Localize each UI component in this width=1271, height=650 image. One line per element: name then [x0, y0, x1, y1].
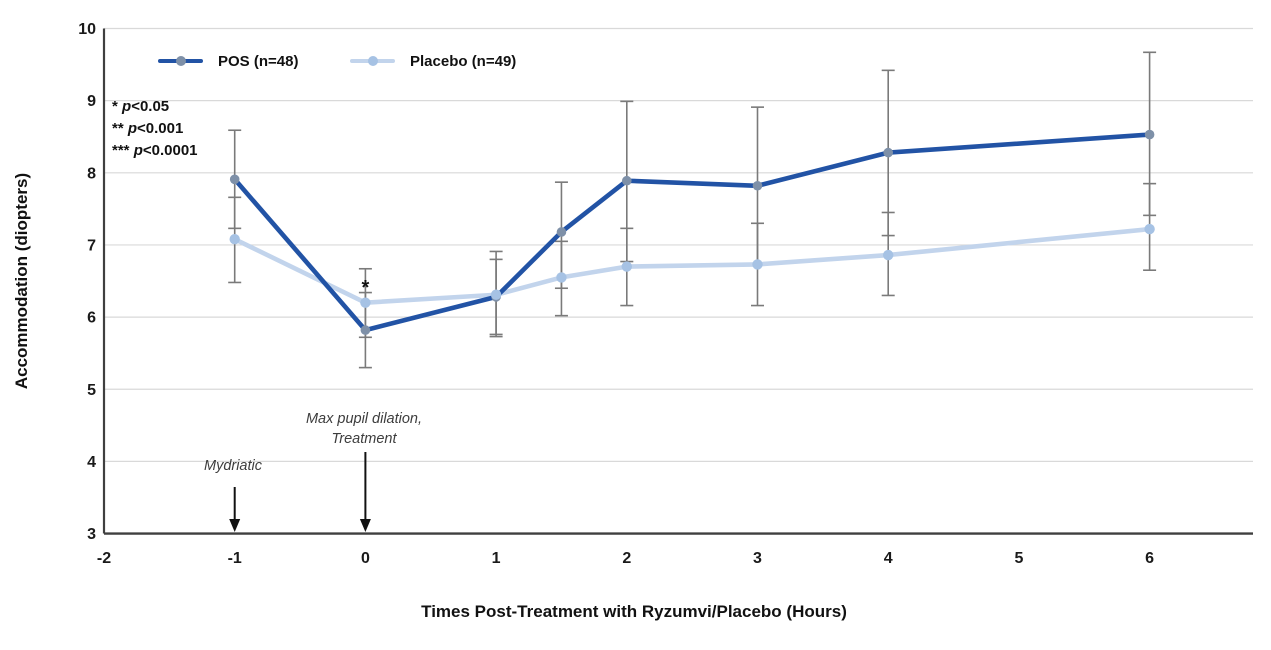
pos-data-point — [883, 147, 893, 158]
x-tick-label: 3 — [753, 550, 762, 567]
x-tick-label: -2 — [97, 550, 111, 567]
x-tick-label: -1 — [228, 550, 242, 567]
placebo-marker-sample — [367, 56, 378, 66]
y-tick-label: 8 — [87, 165, 96, 182]
treatment-label: Max pupil dilation, Treatment — [306, 409, 422, 449]
x-tick-label: 1 — [492, 550, 501, 567]
placebo-data-point — [883, 249, 894, 261]
x-axis-title: Times Post-Treatment with Ryzumvi/Placeb… — [421, 602, 847, 621]
pos-data-point — [622, 175, 632, 186]
placebo-data-point — [490, 289, 502, 300]
annotation-arrows — [229, 452, 371, 532]
placebo-data-point — [752, 259, 763, 270]
pos-data-point — [229, 174, 240, 185]
x-tick-label: 0 — [361, 550, 370, 567]
placebo-legend-label: Placebo (n=49) — [410, 52, 517, 70]
pos-legend-swatch — [158, 55, 203, 67]
pos-data-point — [360, 325, 371, 335]
placebo-legend-swatch — [350, 55, 395, 67]
significance-asterisk: * — [362, 277, 370, 299]
legend-item-placebo: Placebo (n=49) — [350, 52, 516, 70]
x-tick-label: 5 — [1014, 550, 1023, 567]
placebo-data-point — [621, 261, 632, 272]
placebo-data-point — [229, 233, 240, 245]
pos-marker-sample — [175, 56, 186, 66]
y-tick-label: 4 — [87, 454, 96, 471]
significance-note-line: * p<0.05 — [112, 98, 170, 115]
legend-item-pos: POS (n=48) — [158, 52, 298, 70]
y-tick-label: 5 — [87, 382, 96, 399]
error-bars-placebo — [228, 182, 1157, 339]
x-tick-label: 2 — [622, 550, 631, 567]
y-tick-label: 3 — [87, 526, 96, 543]
placebo-series-line — [232, 226, 1152, 305]
placebo-data-point — [556, 272, 567, 283]
annotation-arrow-head — [229, 519, 241, 532]
x-tick-label: 4 — [884, 550, 893, 567]
mydriatic-label: Mydriatic — [203, 458, 263, 474]
pos-data-point — [1144, 129, 1155, 140]
y-axis-title: Accommodation (diopters) — [12, 172, 31, 390]
significance-note-line: ** p<0.001 — [112, 120, 184, 137]
placebo-data-point — [1144, 223, 1155, 235]
error-bars-pos — [228, 51, 1157, 369]
pos-legend-label: POS (n=48) — [218, 52, 299, 70]
x-tick-label: 6 — [1145, 550, 1154, 567]
placebo-markers — [229, 223, 1155, 308]
y-tick-label: 10 — [78, 21, 96, 38]
pos-data-point — [556, 227, 567, 237]
significance-note: * p<0.05 ** p<0.001 *** p<0.0001 — [112, 96, 198, 162]
y-tick-label: 7 — [87, 237, 96, 254]
gridlines — [104, 27, 1253, 462]
treatment-label-line2: Treatment — [331, 431, 397, 447]
pos-data-point — [752, 180, 763, 191]
annotation-arrow-head — [359, 519, 371, 532]
y-tick-label: 6 — [87, 310, 96, 327]
treatment-label-line1: Max pupil dilation, — [305, 411, 423, 427]
significance-note-line: *** p<0.0001 — [112, 142, 198, 159]
pos-series-line — [232, 132, 1152, 333]
placebo-data-point — [360, 297, 371, 308]
y-tick-label: 9 — [87, 93, 96, 110]
axes — [102, 28, 1253, 535]
